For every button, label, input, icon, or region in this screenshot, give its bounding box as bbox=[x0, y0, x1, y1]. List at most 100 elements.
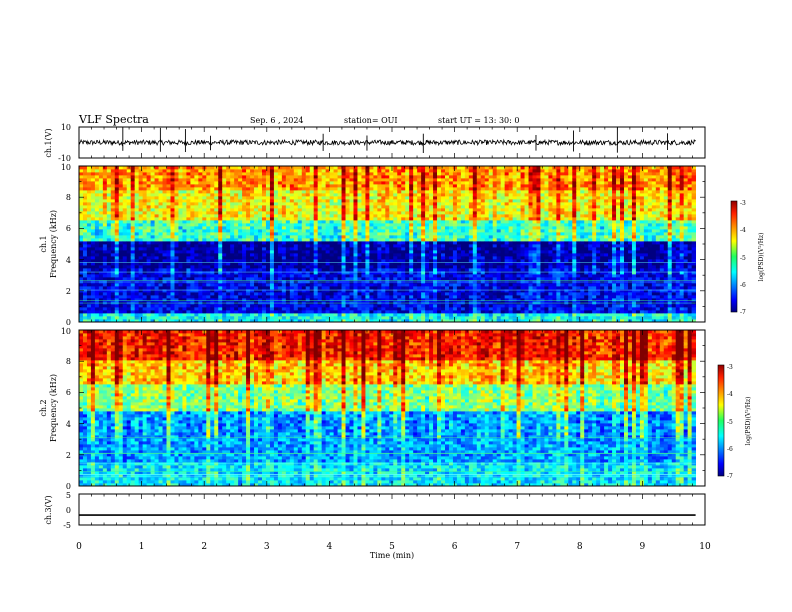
spectrogram-cell bbox=[114, 304, 120, 308]
spectrogram-cell bbox=[166, 295, 171, 299]
spectrogram-cell bbox=[198, 289, 203, 293]
spectrogram-cell bbox=[425, 238, 430, 242]
spectrogram-cell bbox=[142, 304, 148, 308]
spectrogram-cell bbox=[261, 208, 267, 212]
spectrogram-cell bbox=[273, 181, 279, 185]
spectrogram-cell bbox=[329, 310, 334, 314]
spectrogram-cell bbox=[102, 277, 108, 281]
spectrogram-cell bbox=[114, 283, 120, 287]
spectrogram-cell bbox=[349, 310, 354, 314]
spectrogram-cell bbox=[269, 283, 275, 287]
spectrogram-cell bbox=[226, 283, 231, 287]
spectrogram-cell bbox=[293, 304, 299, 308]
spectrogram-cell bbox=[437, 283, 442, 287]
spectrogram-cell bbox=[429, 184, 434, 188]
spectrogram-cell bbox=[242, 268, 247, 272]
spectrogram-cell bbox=[90, 205, 96, 209]
spectrogram-cell bbox=[190, 259, 195, 263]
spectrogram-cell bbox=[218, 262, 223, 266]
spectrogram-cell bbox=[178, 235, 183, 239]
spectrogram-cell bbox=[178, 247, 183, 251]
spectrogram-cell bbox=[365, 271, 370, 275]
spectrogram-cell bbox=[405, 307, 410, 311]
spectrogram-cell bbox=[222, 295, 227, 299]
spectrogram-cell bbox=[118, 166, 124, 170]
spectrogram-cell bbox=[425, 235, 430, 239]
spectrogram-cell bbox=[178, 181, 183, 185]
spectrogram-cell bbox=[373, 274, 378, 278]
spectrogram-cell bbox=[238, 313, 243, 317]
spectrogram-cell bbox=[452, 304, 458, 308]
spectrogram-cell bbox=[198, 301, 203, 305]
spectrogram-cell bbox=[238, 205, 243, 209]
spectrogram-cell bbox=[230, 178, 235, 182]
spectrogram-cell bbox=[246, 241, 251, 245]
spectrogram-cell bbox=[230, 268, 235, 272]
spectrogram-cell bbox=[118, 304, 124, 308]
spectrogram-cell bbox=[82, 223, 88, 227]
spectrogram-cell bbox=[222, 271, 227, 275]
spectrogram-cell bbox=[170, 196, 175, 200]
spectrogram-cell bbox=[345, 181, 350, 185]
spectrogram-cell bbox=[456, 229, 462, 233]
spectrogram-cell bbox=[86, 295, 92, 299]
spectrogram-cell bbox=[94, 181, 100, 185]
spectrogram-cell bbox=[313, 217, 319, 221]
spectrogram-cell bbox=[222, 319, 227, 323]
spectrogram-cell bbox=[154, 298, 159, 302]
spectrogram-cell bbox=[265, 202, 271, 206]
spectrogram-cell bbox=[114, 214, 120, 218]
spectrogram-cell bbox=[341, 175, 346, 179]
spectrogram-cell bbox=[150, 199, 155, 203]
spectrogram-cell bbox=[162, 214, 167, 218]
spectrogram-cell bbox=[142, 214, 148, 218]
spectrogram-cell bbox=[357, 178, 362, 182]
spectrogram-cell bbox=[166, 319, 171, 323]
spectrogram-cell bbox=[102, 181, 108, 185]
spectrogram-cell bbox=[250, 211, 255, 215]
spectrogram-cell bbox=[210, 289, 215, 293]
spectrogram-cell bbox=[134, 232, 140, 236]
spectrogram-cell bbox=[182, 310, 187, 314]
spectrogram-cell bbox=[98, 262, 104, 266]
spectrogram-cell bbox=[150, 217, 155, 221]
spectrogram-cell bbox=[250, 262, 255, 266]
spectrogram-cell bbox=[146, 268, 152, 272]
spectrogram-cell bbox=[373, 205, 378, 209]
spectrogram-cell bbox=[210, 259, 215, 263]
spectrogram-cell bbox=[174, 184, 179, 188]
spectrogram-cell bbox=[222, 283, 227, 287]
spectrogram-cell bbox=[82, 313, 88, 317]
spectrogram-cell bbox=[269, 211, 275, 215]
spectrogram-cell bbox=[437, 310, 442, 314]
spectrogram-cell bbox=[265, 289, 271, 293]
spectrogram-cell bbox=[349, 277, 354, 281]
spectrogram-cell bbox=[210, 298, 215, 302]
spectrogram-cell bbox=[357, 307, 362, 311]
spectrogram-cell bbox=[122, 202, 128, 206]
spectrogram-cell bbox=[309, 298, 315, 302]
spectrogram-cell bbox=[126, 175, 132, 179]
spectrogram-cell bbox=[305, 295, 311, 299]
spectrogram-cell bbox=[317, 193, 323, 197]
spectrogram-cell bbox=[444, 235, 450, 239]
spectrogram-cell bbox=[94, 304, 100, 308]
spectrogram-cell bbox=[194, 202, 199, 206]
spectrogram-cell bbox=[309, 190, 315, 194]
spectrogram-cell bbox=[79, 271, 84, 275]
spectrogram-cell bbox=[222, 229, 227, 233]
spectrogram-cell bbox=[206, 238, 211, 242]
spectrogram-cell bbox=[349, 241, 354, 245]
spectrogram-cell bbox=[190, 250, 195, 254]
spectrogram-cell bbox=[413, 190, 418, 194]
spectrogram-cell bbox=[226, 166, 231, 170]
spectrogram-cell bbox=[90, 268, 96, 272]
spectrogram-cell bbox=[218, 253, 223, 257]
spectrogram-cell bbox=[377, 199, 382, 203]
spectrogram-cell bbox=[258, 304, 263, 308]
spectrogram-cell bbox=[258, 256, 263, 260]
spectrogram-cell bbox=[106, 235, 112, 239]
spectrogram-cell bbox=[421, 265, 426, 269]
spectrogram-cell bbox=[186, 205, 191, 209]
spectrogram-cell bbox=[357, 175, 362, 179]
